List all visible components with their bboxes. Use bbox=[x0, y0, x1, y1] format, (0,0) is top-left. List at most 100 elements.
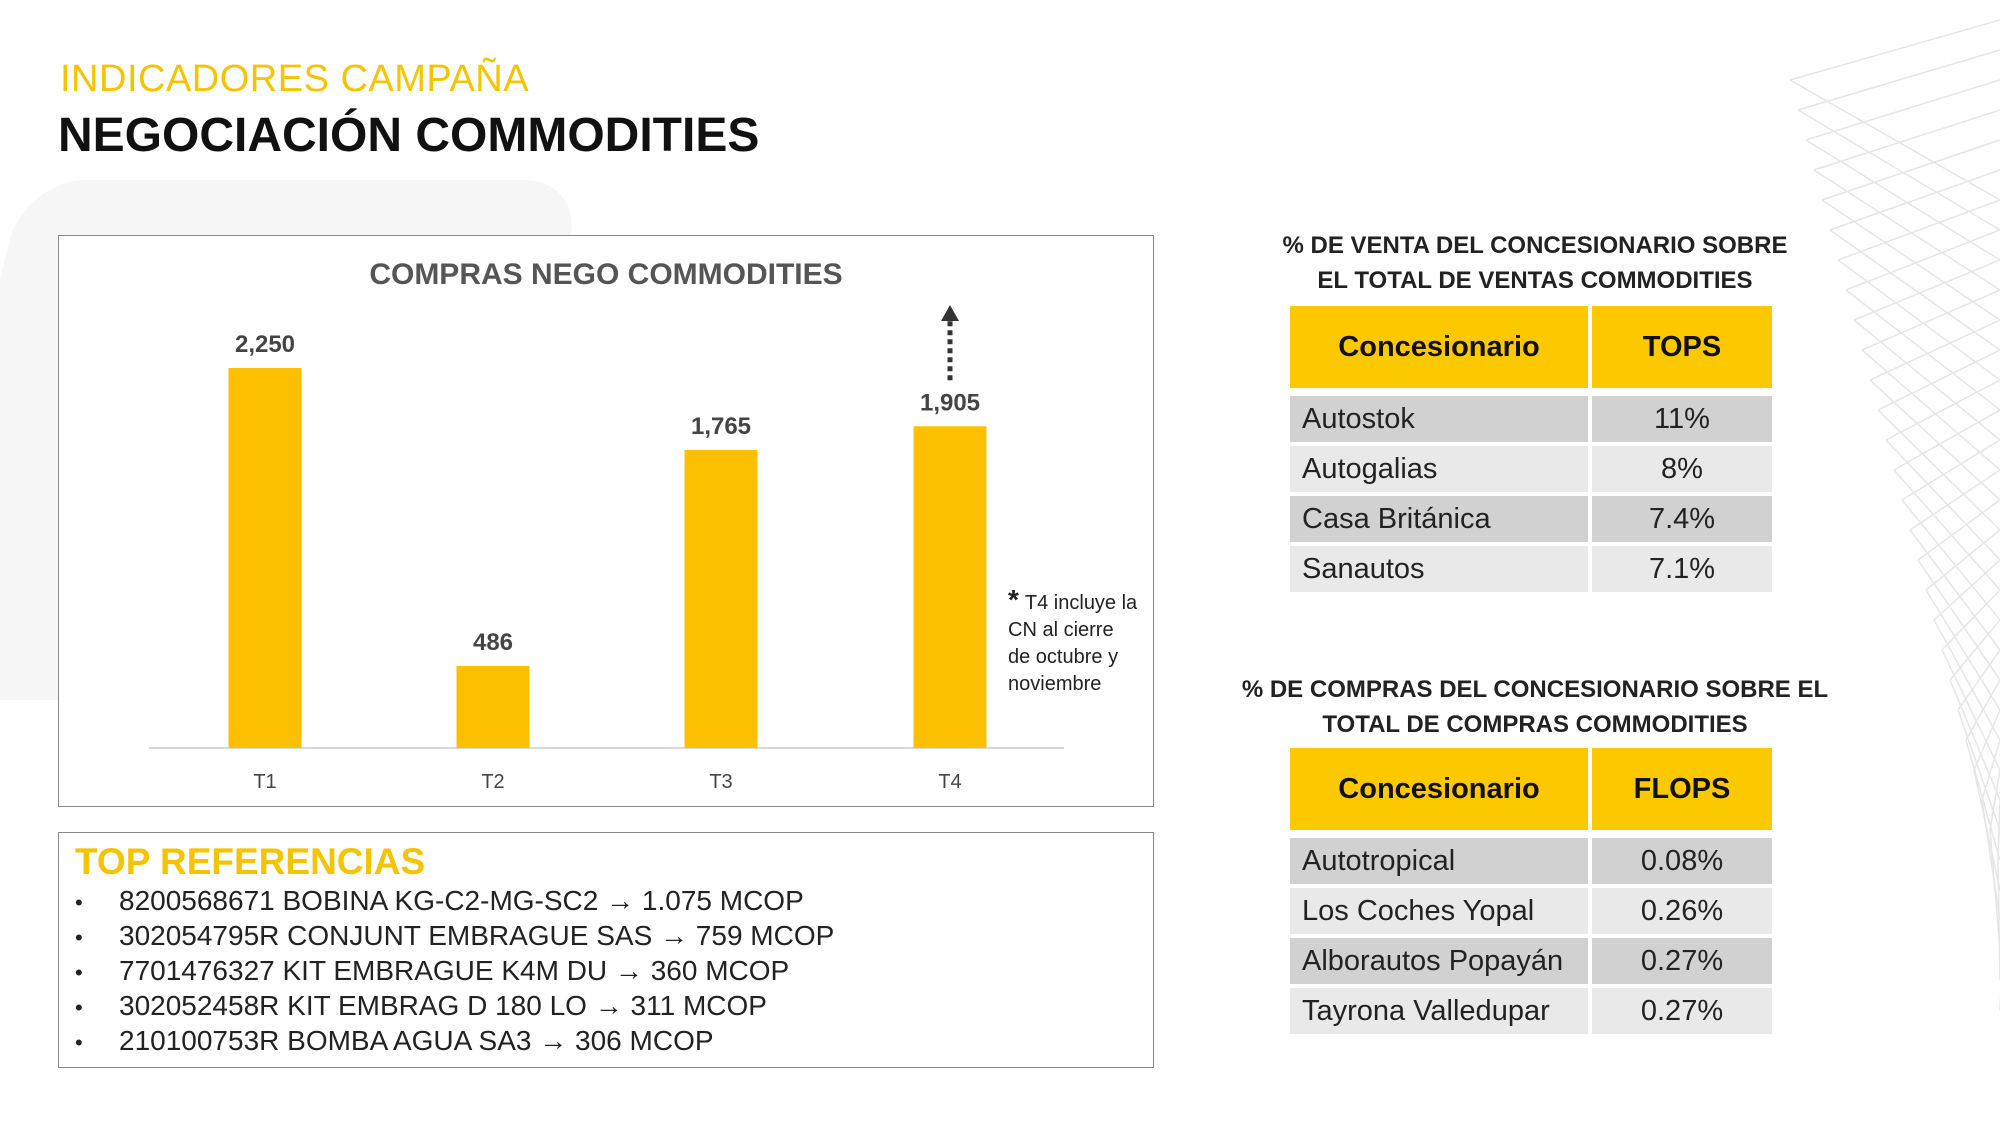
dealer-value: 0.27% bbox=[1592, 938, 1772, 984]
column-header-dealer: Concesionario bbox=[1290, 306, 1592, 388]
stripe-line bbox=[1981, 739, 2000, 921]
dealer-value: 0.08% bbox=[1592, 834, 1772, 884]
table-row: Autogalias 8% bbox=[1290, 446, 1772, 492]
page-supertitle: INDICADORES CAMPAÑA bbox=[60, 58, 530, 100]
dealer-name: Casa Británica bbox=[1290, 496, 1592, 542]
purchases-flops-table: Concesionario FLOPS Autotropical 0.08% L… bbox=[1290, 744, 1772, 1038]
table-row: Los Coches Yopal 0.26% bbox=[1290, 888, 1772, 934]
stripe-line bbox=[1901, 439, 2000, 621]
dealer-value: 7.1% bbox=[1592, 546, 1772, 592]
table-row: Casa Británica 7.4% bbox=[1290, 496, 1772, 542]
stripe-line bbox=[1989, 769, 2000, 951]
tick-label: T2 bbox=[481, 771, 504, 793]
bar-t3 bbox=[684, 449, 758, 748]
bullet-icon: • bbox=[75, 925, 83, 950]
stripe-line bbox=[1861, 289, 2000, 471]
purchases-table-heading: % DE COMPRAS DEL CONCESIONARIO SOBRE EL … bbox=[1220, 672, 1850, 742]
table-row: Alborautos Popayán 0.27% bbox=[1290, 938, 1772, 984]
column-header-dealer: Concesionario bbox=[1290, 748, 1592, 830]
stripe-line bbox=[1909, 469, 2000, 651]
stripe-line bbox=[1933, 559, 2000, 741]
column-header-flops: FLOPS bbox=[1592, 748, 1772, 830]
list-item: • 302052458R KIT EMBRAG D 180 LO → 311 MC… bbox=[75, 988, 834, 1023]
chart-footnote: * T4 incluye la CN al cierre de octubre y… bbox=[1008, 586, 1138, 698]
reference-text: 8200568671 BOBINA KG-C2-MG-SC2 → 1.075 M… bbox=[119, 885, 804, 916]
dealer-value: 7.4% bbox=[1592, 496, 1772, 542]
table-row: Autotropical 0.08% bbox=[1290, 834, 1772, 884]
table-row: Tayrona Valledupar 0.27% bbox=[1290, 988, 1772, 1034]
stripe-line bbox=[1925, 529, 2000, 711]
stripe-line bbox=[1965, 679, 2000, 861]
dealer-name: Autogalias bbox=[1290, 446, 1592, 492]
footnote-marker: * bbox=[1008, 584, 1019, 615]
chart-panel: COMPRAS NEGO COMMODITIES 2,250 T1 486 T2 1,7… bbox=[58, 235, 1154, 807]
reference-text: 302052458R KIT EMBRAG D 180 LO → 311 MCO… bbox=[119, 990, 767, 1021]
page-title: NEGOCIACIÓN COMMODITIES bbox=[58, 109, 760, 162]
tick-label: T4 bbox=[938, 771, 961, 793]
data-label: 1,765 bbox=[691, 413, 751, 440]
list-item: • 7701476327 KIT EMBRAGUE K4M DU → 360 MC… bbox=[75, 953, 834, 988]
sales-table-heading: % DE VENTA DEL CONCESIONARIO SOBRE EL TO… bbox=[1270, 228, 1800, 298]
bar-t2 bbox=[456, 665, 530, 748]
purchases-heading-line1: % DE COMPRAS DEL CONCESIONARIO SOBRE EL bbox=[1241, 676, 1829, 703]
bullet-icon: • bbox=[75, 960, 83, 985]
dealer-value: 8% bbox=[1592, 446, 1772, 492]
stripe-line bbox=[1941, 589, 2000, 771]
stripe-line bbox=[1837, 199, 2000, 381]
dealer-name: Sanautos bbox=[1290, 546, 1592, 592]
bar-t4 bbox=[913, 426, 987, 748]
stripe-line bbox=[1885, 379, 2000, 561]
table-row: Autostok 11% bbox=[1290, 392, 1772, 442]
stripe-line bbox=[1797, 49, 2000, 231]
top-references-panel: TOP REFERENCIAS • 8200568671 BOBINA KG-C2… bbox=[58, 832, 1154, 1068]
stripe-line bbox=[1973, 709, 2000, 891]
data-label: 2,250 bbox=[235, 331, 295, 358]
stripe-line bbox=[1917, 499, 2000, 681]
sales-tops-table: Concesionario TOPS Autostok 11% Autogali… bbox=[1290, 302, 1772, 596]
stripe-line bbox=[1877, 349, 2000, 531]
reference-text: 7701476327 KIT EMBRAGUE K4M DU → 360 MCO… bbox=[119, 955, 790, 986]
dealer-name: Autotropical bbox=[1290, 834, 1592, 884]
dealer-name: Tayrona Valledupar bbox=[1290, 988, 1592, 1034]
stripe-line bbox=[1893, 409, 2000, 591]
stripe-line bbox=[1845, 229, 2000, 411]
bullet-icon: • bbox=[75, 890, 83, 915]
bullet-icon: • bbox=[75, 1030, 83, 1055]
list-item: • 210100753R BOMBA AGUA SA3 → 306 MCOP bbox=[75, 1023, 834, 1058]
data-label: 1,905 bbox=[920, 389, 980, 416]
footnote-text: T4 incluye la CN al cierre de octubre y … bbox=[1008, 592, 1138, 695]
top-references-title: TOP REFERENCIAS bbox=[75, 841, 426, 882]
dealer-name: Los Coches Yopal bbox=[1290, 888, 1592, 934]
stripe-line bbox=[1789, 19, 2000, 201]
arrow-up-icon bbox=[941, 305, 959, 321]
sales-heading-line1: % DE VENTA DEL CONCESIONARIO SOBRE bbox=[1282, 232, 1788, 259]
bar-chart: 2,250 T1 486 T2 1,765 T3 1,905 T4 bbox=[149, 305, 1064, 793]
list-item: • 302054795R CONJUNT EMBRAGUE SAS → 759 M… bbox=[75, 918, 834, 953]
data-label: 486 bbox=[473, 629, 513, 656]
list-item: • 8200568671 BOBINA KG-C2-MG-SC2 → 1.075 … bbox=[75, 883, 834, 918]
reference-text: 302054795R CONJUNT EMBRAGUE SAS → 759 MC… bbox=[119, 920, 835, 951]
reference-text: 210100753R BOMBA AGUA SA3 → 306 MCOP bbox=[119, 1025, 714, 1056]
stripe-line bbox=[1869, 319, 2000, 501]
sales-heading-line2: EL TOTAL DE VENTAS COMMODITIES bbox=[1317, 267, 1753, 294]
chart-title: COMPRAS NEGO COMMODITIES bbox=[369, 258, 843, 291]
stripe-line bbox=[1853, 259, 2000, 441]
table-row: Sanautos 7.1% bbox=[1290, 546, 1772, 592]
column-header-tops: TOPS bbox=[1592, 306, 1772, 388]
stripe-line bbox=[1949, 619, 2000, 801]
bar-t1 bbox=[228, 368, 302, 748]
dealer-name: Autostok bbox=[1290, 392, 1592, 442]
dealer-value: 0.26% bbox=[1592, 888, 1772, 934]
dealer-value: 11% bbox=[1592, 392, 1772, 442]
dealer-value: 0.27% bbox=[1592, 988, 1772, 1034]
tick-label: T1 bbox=[253, 771, 276, 793]
tick-label: T3 bbox=[709, 771, 732, 793]
top-references-list: • 8200568671 BOBINA KG-C2-MG-SC2 → 1.075 … bbox=[75, 883, 834, 1058]
stripe-line bbox=[1805, 79, 2000, 261]
dealer-name: Alborautos Popayán bbox=[1290, 938, 1592, 984]
stripe-line bbox=[1821, 139, 2000, 321]
bullet-icon: • bbox=[75, 995, 83, 1020]
stripe-line bbox=[1829, 169, 2000, 351]
purchases-heading-line2: TOTAL DE COMPRAS COMMODITIES bbox=[1322, 711, 1748, 738]
decorative-stripes bbox=[1789, 19, 2000, 1010]
